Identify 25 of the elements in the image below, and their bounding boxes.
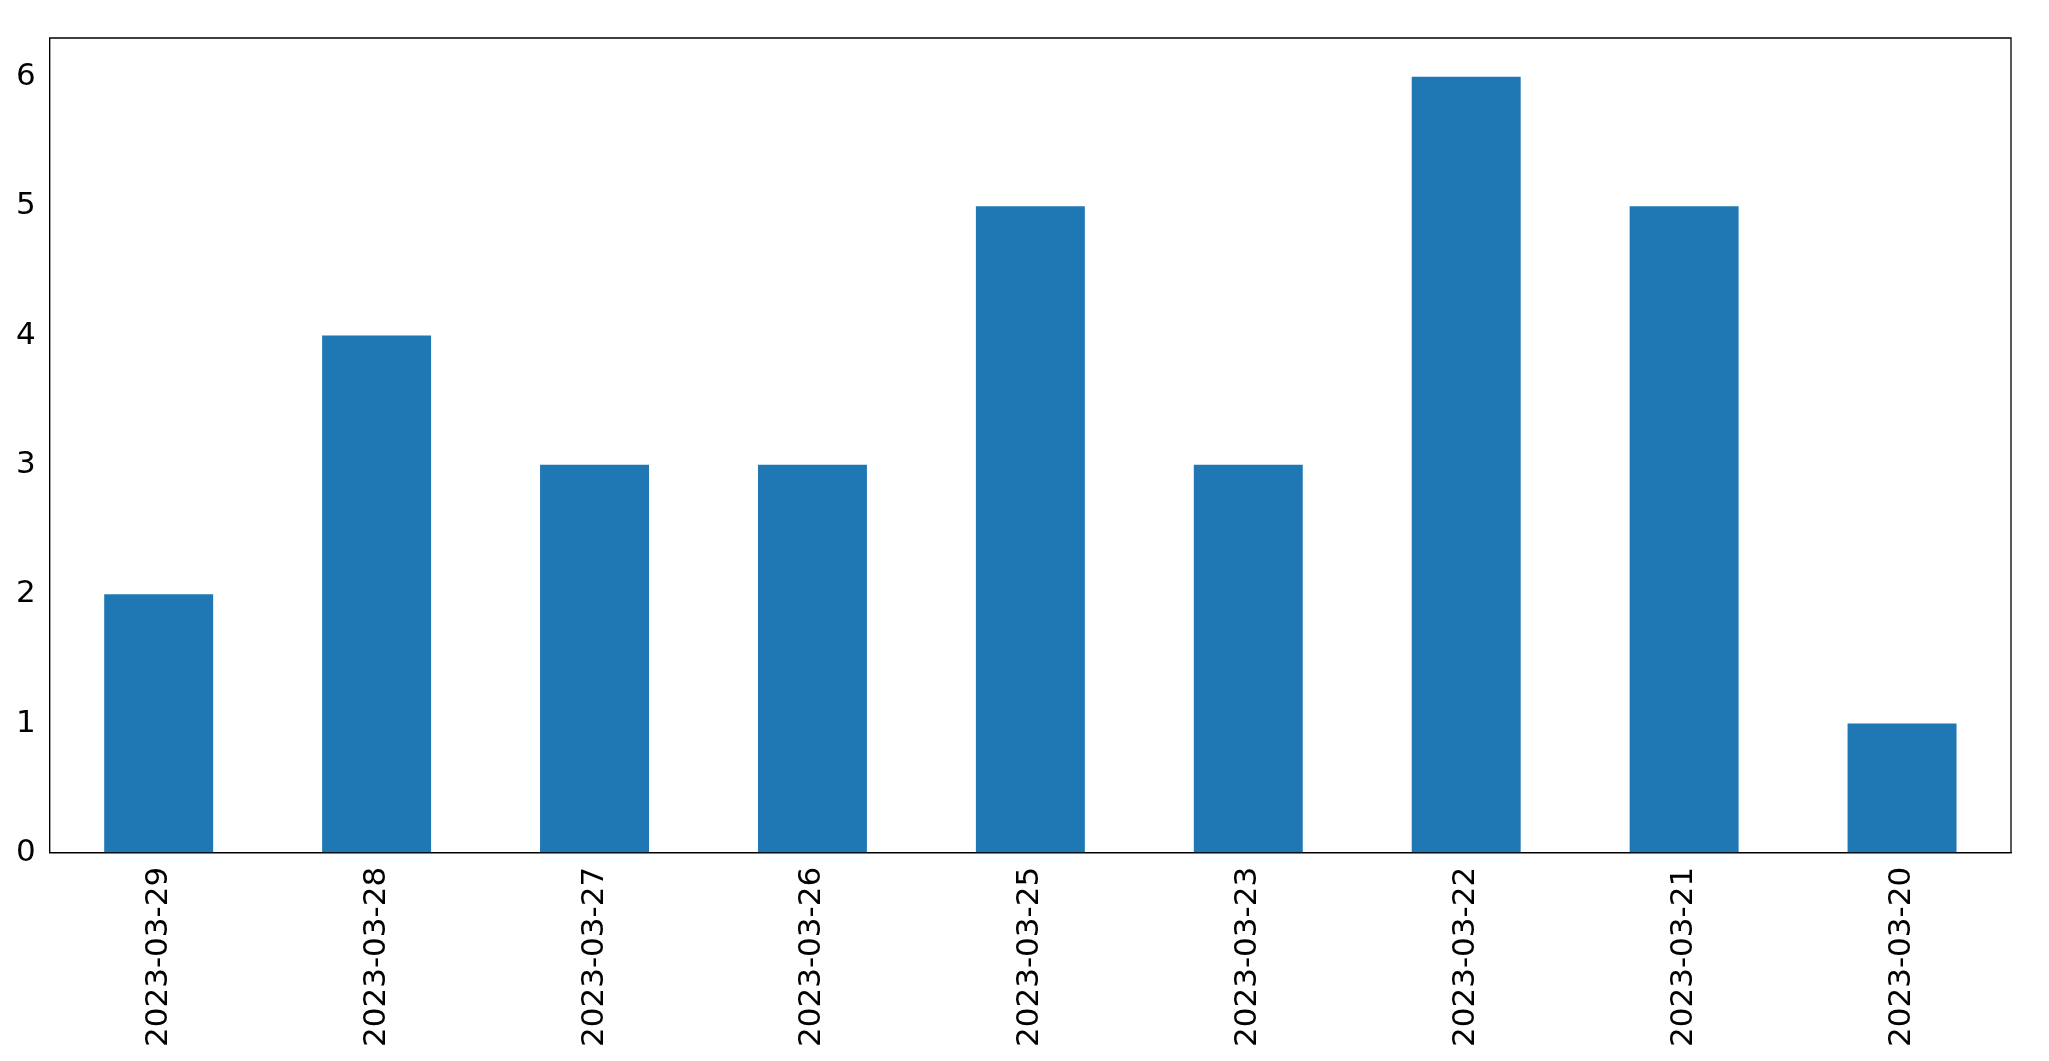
x-tick-label: 2023-03-26 (791, 866, 828, 1048)
bar (1193, 464, 1303, 853)
y-tick-label: 0 (15, 831, 36, 868)
x-tick-label: 2023-03-29 (137, 866, 174, 1048)
x-tick-label: 2023-03-20 (1881, 866, 1918, 1048)
y-tick-label: 1 (15, 702, 36, 739)
y-tick-label: 3 (15, 443, 36, 480)
bar (1847, 723, 1957, 853)
bar (757, 464, 867, 853)
y-tick-label: 2 (15, 573, 36, 610)
x-tick-label: 2023-03-23 (1227, 866, 1264, 1048)
y-tick-label: 6 (15, 55, 36, 92)
bar (322, 335, 432, 853)
x-tick-label: 2023-03-27 (573, 866, 610, 1048)
bar (1629, 206, 1739, 853)
bar (975, 206, 1085, 853)
bar (104, 594, 214, 853)
x-tick-label: 2023-03-28 (355, 866, 392, 1048)
x-tick-label: 2023-03-21 (1663, 866, 1700, 1048)
y-tick-label: 5 (15, 185, 36, 222)
x-tick-label: 2023-03-25 (1009, 866, 1046, 1048)
bar (540, 464, 649, 853)
x-tick-label: 2023-03-22 (1445, 866, 1482, 1048)
bar (1411, 76, 1521, 853)
y-tick-label: 4 (15, 314, 36, 351)
